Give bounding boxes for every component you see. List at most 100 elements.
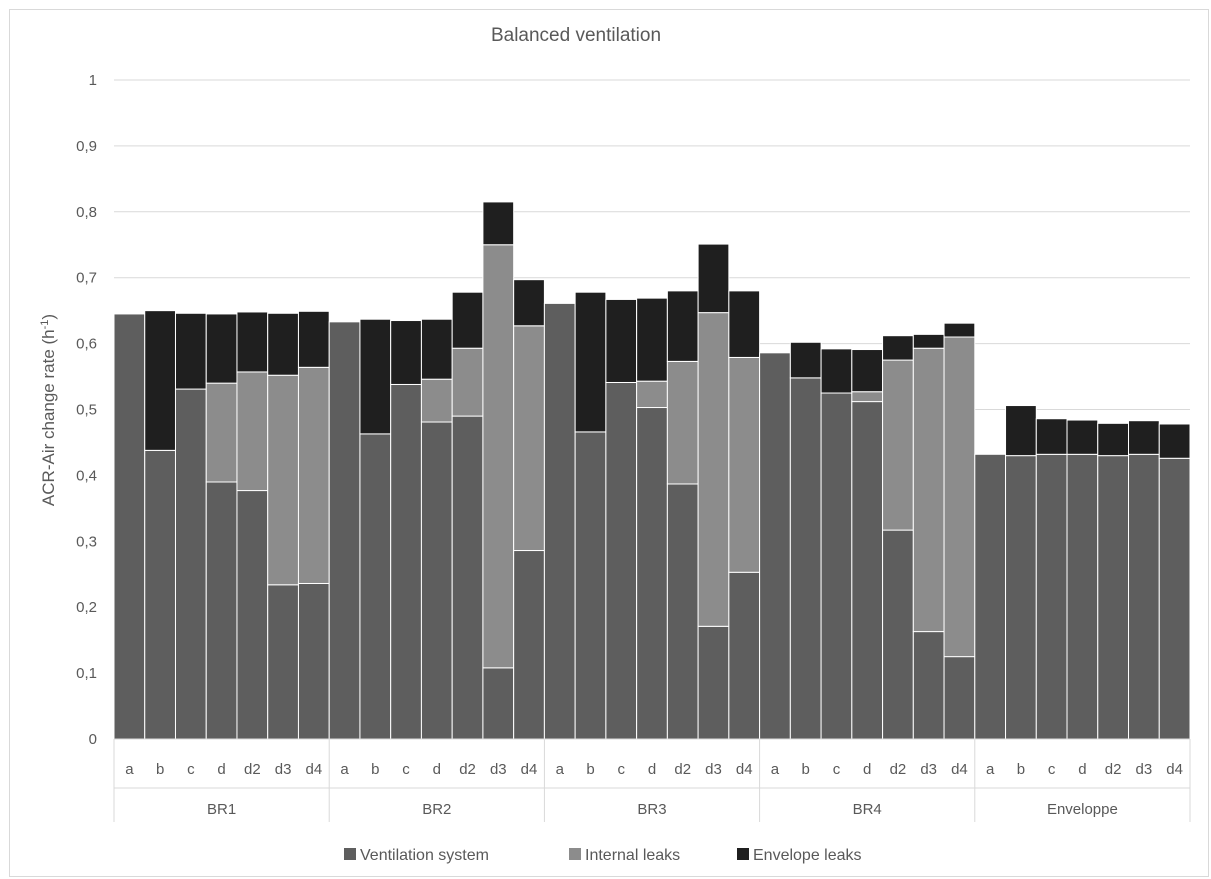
bar-internal-leaks [451,347,484,417]
x-axis: a b c d d2 d3 d4 a b c d d2 d3 d4 a b c d d2 d3 d4 a b c d d2 d3 d4… [113,738,1191,822]
bar-ventilation-system [605,381,638,740]
x-category-label: c [833,761,841,778]
x-category-label: d3 [705,761,722,778]
bar-envelope-leaks [513,279,545,327]
x-group-label: Enveloppe [1047,801,1118,818]
x-category-label: a [340,761,349,778]
legend-swatch [737,848,749,860]
x-group-label: BR1 [207,801,236,818]
x-group-label: BR3 [637,801,666,818]
bar-ventilation-system [789,377,822,740]
x-category-label: a [556,761,565,778]
x-category-label: c [187,761,195,778]
bar-internal-leaks [297,366,330,584]
bar-ventilation-system [359,433,392,740]
bar-ventilation-system [697,625,730,740]
bar-envelope-leaks [1005,405,1037,457]
legend-swatch [569,848,581,860]
bars [113,201,1191,740]
bar-ventilation-system [174,388,207,740]
bar-internal-leaks [267,374,299,586]
x-category-label: a [771,761,780,778]
bar-internal-leaks [205,382,238,483]
x-category-label: d [217,761,225,778]
bar-ventilation-system [420,421,453,740]
bar-envelope-leaks [666,290,699,362]
bar-internal-leaks [851,391,884,403]
bar-internal-leaks [513,325,545,552]
y-tick-label: 0,1 [76,665,97,682]
x-category-label: a [125,761,134,778]
legend-label: Ventilation system [360,847,489,864]
legend-label: Internal leaks [585,847,680,864]
bar-envelope-leaks [789,341,822,379]
y-tick-label: 0,5 [76,402,97,419]
bar-envelope-leaks [205,313,238,384]
bar-internal-leaks [728,356,761,573]
bar-ventilation-system [144,449,176,740]
bar-internal-leaks [636,380,668,409]
bar-ventilation-system [390,383,422,740]
bar-ventilation-system [943,656,976,740]
bar-internal-leaks [236,371,269,492]
bar-ventilation-system [1158,457,1191,740]
y-tick-label: 0,2 [76,599,97,616]
bar-envelope-leaks [144,310,176,451]
bar-envelope-leaks [943,322,976,338]
bar-ventilation-system [236,490,269,740]
y-axis-ticks: 0 0,1 0,2 0,3 0,4 0,5 0,6 0,7 0,8 0,9 1 [76,72,97,748]
legend: Ventilation system Internal leaks Envelope… [344,847,862,864]
bar-ventilation-system [728,571,761,740]
bar-envelope-leaks [636,297,668,382]
bar-internal-leaks [882,359,914,531]
bar-envelope-leaks [1128,420,1160,455]
bar-ventilation-system [328,321,361,740]
bar-ventilation-system [543,302,576,740]
bar-envelope-leaks [728,290,761,358]
y-tick-label: 0,4 [76,467,97,484]
bar-envelope-leaks [1097,422,1130,457]
bar-ventilation-system [574,431,607,740]
x-category-label: d2 [244,761,261,778]
bar-internal-leaks [943,336,976,658]
bar-envelope-leaks [851,349,884,393]
bar-ventilation-system [1005,455,1037,740]
bar-envelope-leaks [912,333,945,349]
bar-ventilation-system [912,631,945,740]
x-category-label: d [648,761,656,778]
y-tick-label: 1 [89,72,97,89]
bar-ventilation-system [1066,453,1099,740]
y-tick-label: 0,8 [76,204,97,221]
bar-ventilation-system [205,481,238,740]
x-category-label: d2 [1105,761,1122,778]
x-category-label: a [986,761,995,778]
bar-ventilation-system [1097,455,1130,740]
x-category-label: d4 [1166,761,1183,778]
bar-ventilation-system [851,401,884,740]
x-category-label: d2 [459,761,476,778]
bar-ventilation-system [820,392,853,740]
bar-envelope-leaks [390,320,422,385]
bar-envelope-leaks [267,312,299,376]
bar-ventilation-system [297,582,330,740]
x-category-label: d2 [890,761,907,778]
x-category-label: b [802,761,810,778]
bar-envelope-leaks [605,298,638,383]
x-category-label: d2 [674,761,691,778]
y-tick-label: 0,6 [76,336,97,353]
x-category-label: c [402,761,410,778]
bar-internal-leaks [697,312,730,627]
x-category-label: d3 [920,761,937,778]
bar-envelope-leaks [174,312,207,390]
y-tick-label: 0,7 [76,270,97,287]
x-category-label: d [433,761,441,778]
bar-ventilation-system [974,453,1007,740]
y-axis-title-superscript: -1 [39,320,51,330]
bar-envelope-leaks [451,291,484,349]
x-category-label: d4 [951,761,968,778]
bar-envelope-leaks [820,348,853,394]
bar-envelope-leaks [1066,419,1099,455]
bar-ventilation-system [666,483,699,740]
bar-ventilation-system [451,415,484,740]
